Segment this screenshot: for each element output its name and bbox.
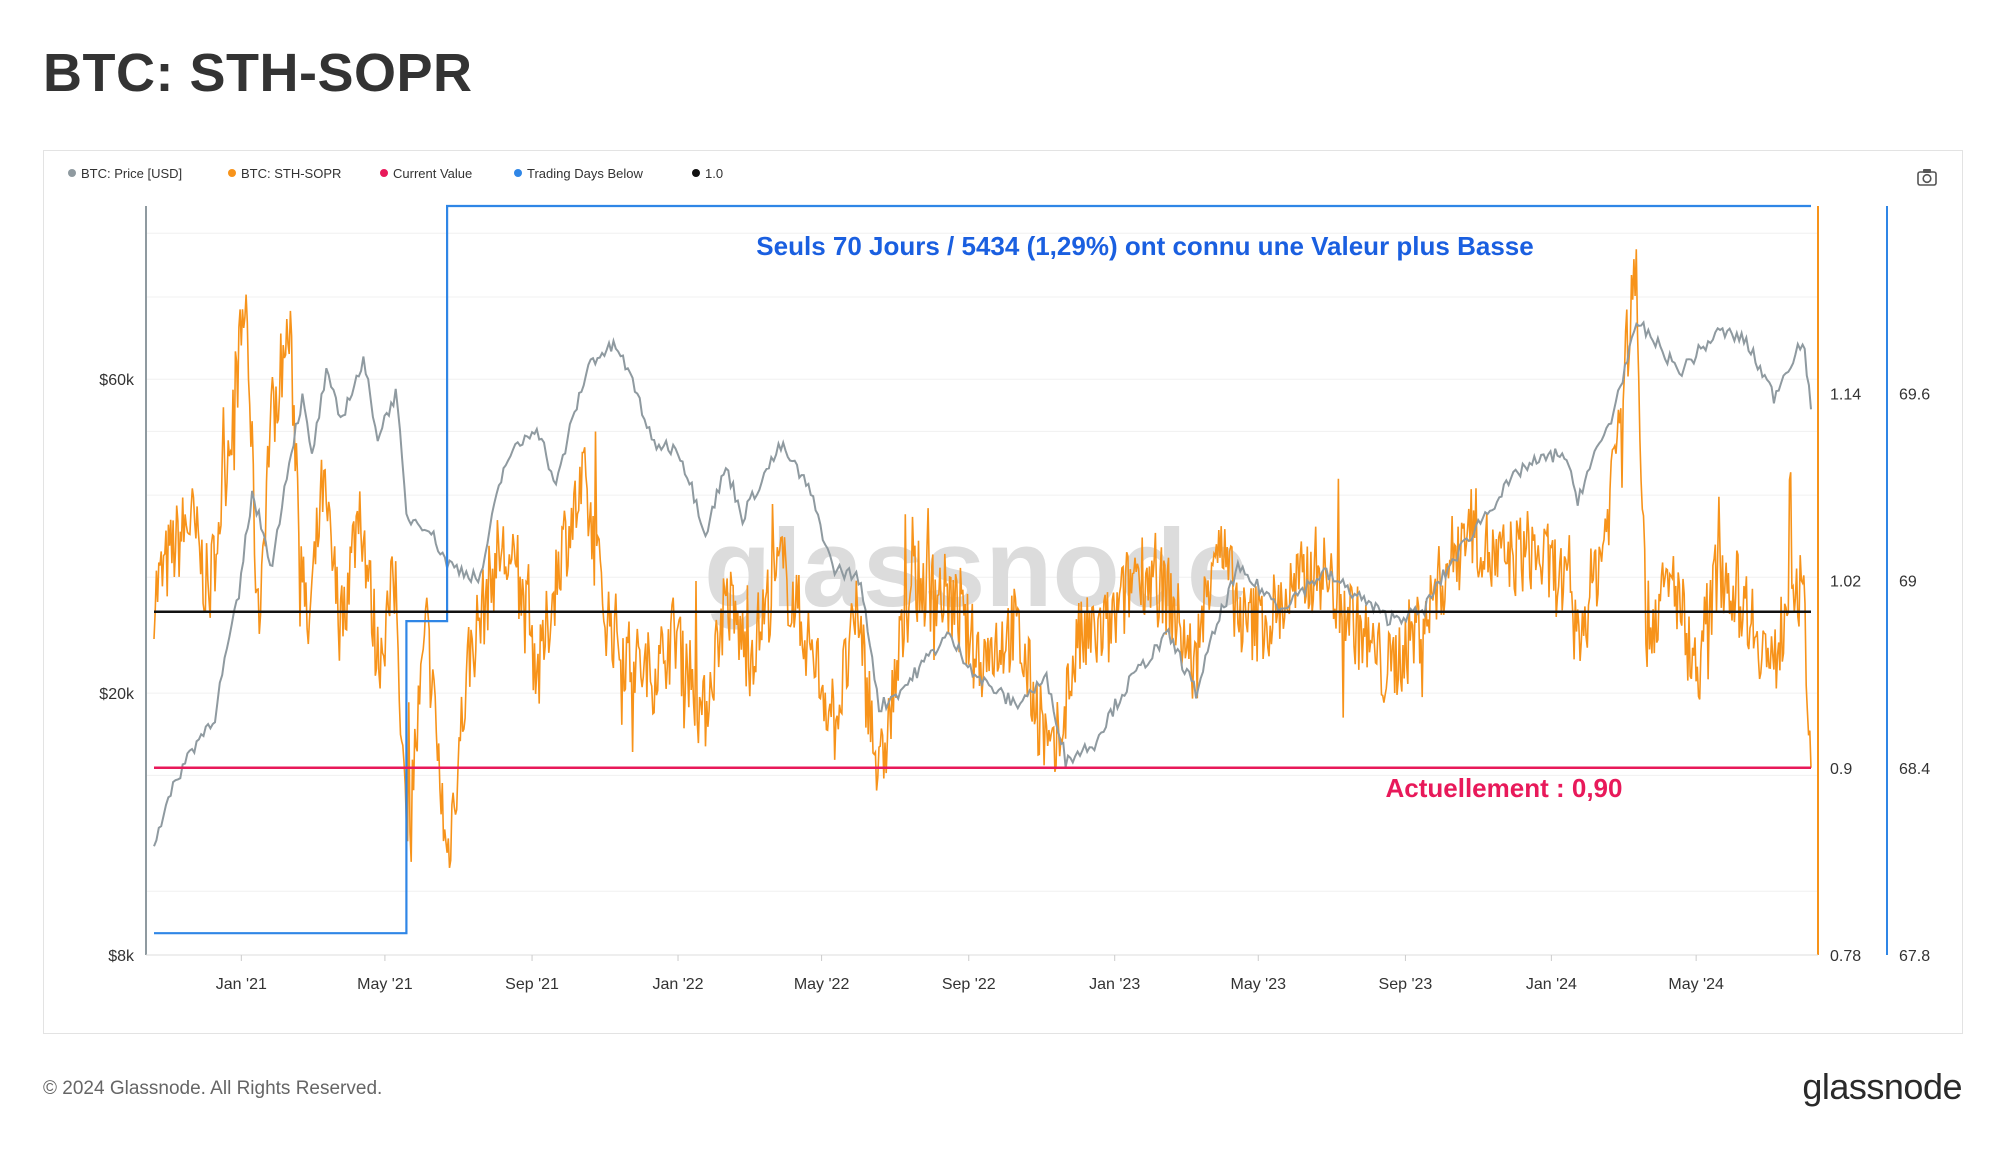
legend-label: Current Value: [393, 166, 472, 181]
x-tick-label: Sep '21: [505, 976, 559, 993]
legend-marker: [228, 169, 236, 177]
sopr-tick-label: 1.14: [1830, 386, 1861, 403]
x-tick-label: May '24: [1668, 976, 1724, 993]
legend-label: BTC: STH-SOPR: [241, 166, 341, 181]
sopr-axis-ticks: 0.78 0.9 1.02 1.14: [1830, 386, 1861, 965]
sopr-tick-label: 1.02: [1830, 574, 1861, 591]
days-axis-ticks: 67.8 68.4 69 69.6: [1899, 386, 1930, 965]
annotation-current-value: Actuellement : 0,90: [1386, 773, 1623, 803]
x-axis-ticks: Jan '21 May '21 Sep '21 Jan '22 May '22 Sep '…: [216, 955, 1724, 993]
footer-logo: glassnode: [1802, 1066, 1962, 1107]
x-tick-label: Jan '23: [1089, 976, 1140, 993]
x-tick-label: May '23: [1231, 976, 1287, 993]
days-tick-label: 67.8: [1899, 948, 1930, 965]
legend-marker: [380, 169, 388, 177]
legend-marker: [514, 169, 522, 177]
camera-icon[interactable]: [1917, 169, 1937, 186]
x-tick-label: Jan '22: [652, 976, 703, 993]
sopr-tick-label: 0.9: [1830, 761, 1852, 778]
page-title: BTC: STH-SOPR: [43, 43, 473, 103]
legend-label: Trading Days Below: [527, 166, 643, 181]
x-tick-label: Jan '24: [1526, 976, 1577, 993]
sth-sopr-line: [153, 249, 1812, 869]
left-axis-ticks: $8k $20k $60k: [99, 372, 135, 965]
trading-days-below-line: [154, 204, 1811, 935]
series-sth-sopr: [153, 249, 1812, 869]
series-trading-days-below: [154, 204, 1811, 935]
days-tick-label: 68.4: [1899, 761, 1930, 778]
series-btc-price: [153, 320, 1812, 847]
annotation-days-below: Seuls 70 Jours / 5434 (1,29%) ont connu …: [756, 231, 1533, 261]
chart-panel: BTC: Price [USD] BTC: STH-SOPR Current Val…: [43, 150, 1963, 1034]
days-tick-label: 69: [1899, 574, 1917, 591]
x-tick-label: May '21: [357, 976, 413, 993]
sth-sopr-chart: BTC: Price [USD] BTC: STH-SOPR Current Val…: [68, 166, 1937, 993]
legend-label: 1.0: [705, 166, 723, 181]
sopr-tick-label: 0.78: [1830, 948, 1861, 965]
legend: BTC: Price [USD] BTC: STH-SOPR Current Val…: [68, 166, 723, 181]
days-tick-label: 69.6: [1899, 386, 1930, 403]
x-tick-label: Jan '21: [216, 976, 267, 993]
footer-copyright: © 2024 Glassnode. All Rights Reserved.: [43, 1078, 383, 1099]
x-tick-label: Sep '23: [1379, 976, 1433, 993]
btc-price-line: [153, 320, 1812, 847]
left-tick-label: $20k: [99, 686, 135, 703]
legend-label: BTC: Price [USD]: [81, 166, 182, 181]
x-tick-label: May '22: [794, 976, 850, 993]
legend-marker: [68, 169, 76, 177]
left-tick-label: $8k: [108, 948, 135, 965]
legend-marker: [692, 169, 700, 177]
x-tick-label: Sep '22: [942, 976, 996, 993]
left-tick-label: $60k: [99, 372, 135, 389]
